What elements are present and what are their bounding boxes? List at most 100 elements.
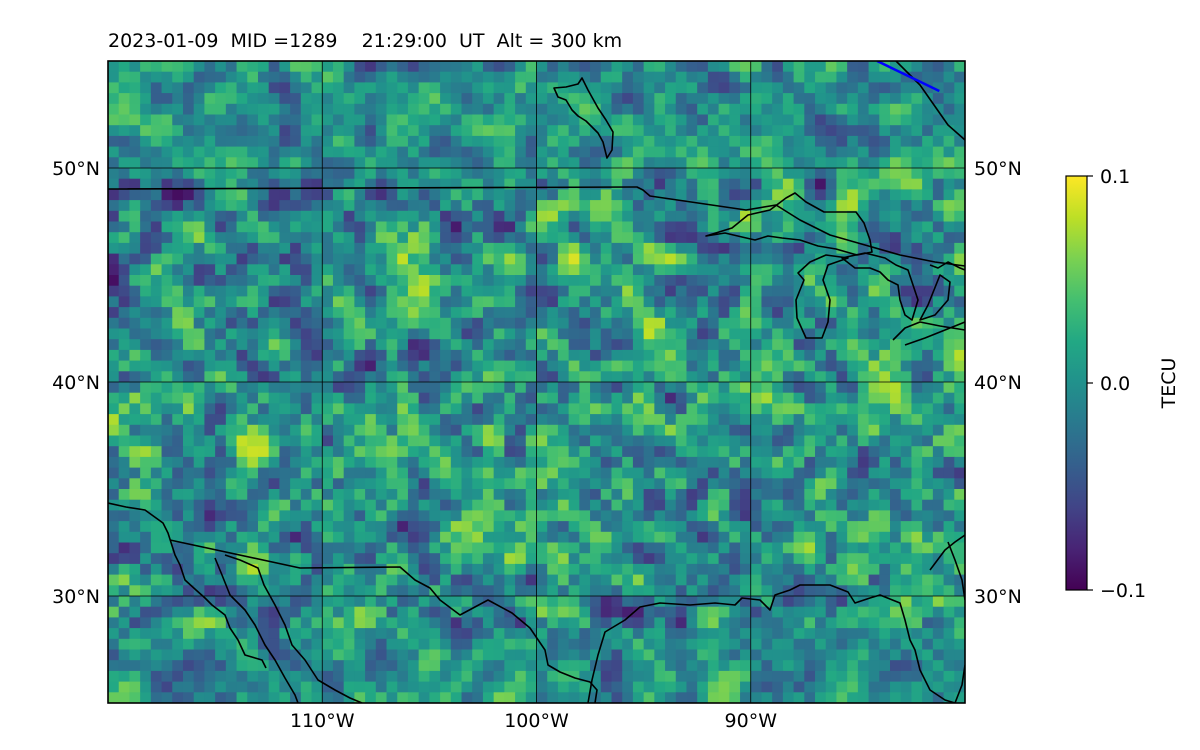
heatmap-cell	[954, 339, 965, 351]
heatmap-cell	[407, 135, 420, 148]
heatmap-cell	[654, 424, 666, 437]
heatmap-cell	[697, 307, 709, 319]
heatmap-cell	[268, 670, 280, 683]
heatmap-cell	[482, 414, 495, 426]
heatmap-cell	[815, 467, 827, 479]
heatmap-cell	[804, 242, 816, 255]
heatmap-cell	[590, 638, 602, 651]
heatmap-cell	[515, 275, 527, 287]
heatmap-cell	[879, 574, 891, 586]
heatmap-cell	[718, 360, 730, 372]
heatmap-cell	[407, 649, 420, 661]
heatmap-cell	[204, 617, 216, 629]
heatmap-cell	[729, 596, 741, 608]
heatmap-cell	[622, 146, 634, 158]
heatmap-cell	[825, 328, 838, 340]
heatmap-cell	[450, 328, 463, 340]
heatmap-cell	[397, 542, 409, 554]
heatmap-cell	[450, 574, 463, 586]
heatmap-cell	[847, 189, 859, 201]
heatmap-cell	[750, 232, 763, 244]
heatmap-cell	[108, 103, 120, 116]
heatmap-cell	[515, 499, 527, 511]
heatmap-cell	[461, 253, 473, 265]
heatmap-cell	[418, 692, 430, 703]
heatmap-cell	[322, 596, 334, 608]
heatmap-cell	[172, 531, 184, 544]
heatmap-cell	[172, 660, 184, 672]
heatmap-cell	[772, 339, 784, 351]
heatmap-cell	[557, 456, 570, 469]
heatmap-cell	[900, 456, 913, 469]
heatmap-cell	[140, 285, 152, 297]
heatmap-cell	[129, 692, 141, 703]
heatmap-cell	[922, 71, 934, 83]
heatmap-cell	[536, 339, 548, 351]
heatmap-cell	[632, 146, 645, 158]
heatmap-cell	[397, 328, 409, 340]
heatmap-cell	[332, 681, 345, 693]
heatmap-cell	[632, 168, 645, 180]
heatmap-cell	[954, 510, 965, 522]
heatmap-cell	[332, 692, 345, 703]
heatmap-cell	[900, 510, 913, 522]
heatmap-cell	[954, 71, 965, 83]
heatmap-cell	[279, 221, 291, 233]
heatmap-cell	[750, 585, 763, 597]
heatmap-cell	[579, 328, 591, 340]
heatmap-cell	[804, 403, 816, 415]
heatmap-cell	[632, 521, 645, 533]
heatmap-cell	[600, 563, 613, 576]
heatmap-cell	[879, 189, 891, 201]
heatmap-cell	[161, 542, 173, 554]
heatmap-cell	[825, 499, 838, 511]
heatmap-cell	[954, 521, 965, 533]
heatmap-cell	[707, 446, 720, 458]
heatmap-cell	[718, 606, 730, 618]
heatmap-cell	[354, 638, 366, 651]
heatmap-cell	[879, 125, 891, 137]
heatmap-cell	[407, 82, 420, 94]
heatmap-cell	[247, 414, 259, 426]
heatmap-cell	[911, 168, 923, 180]
heatmap-cell	[504, 392, 516, 404]
heatmap-cell	[440, 649, 452, 661]
heatmap-cell	[397, 456, 409, 469]
heatmap-cell	[343, 82, 355, 94]
heatmap-cell	[215, 189, 227, 201]
heatmap-cell	[365, 275, 377, 287]
heatmap-cell	[215, 649, 227, 661]
heatmap-cell	[375, 200, 388, 212]
heatmap-cell	[290, 232, 302, 244]
heatmap-cell	[150, 264, 163, 276]
heatmap-cell	[493, 414, 505, 426]
heatmap-cell	[108, 446, 120, 458]
heatmap-cell	[493, 71, 505, 83]
heatmap-cell	[140, 157, 152, 169]
heatmap-cell	[654, 660, 666, 672]
heatmap-cell	[386, 264, 398, 276]
heatmap-cell	[108, 61, 120, 73]
heatmap-cell	[847, 307, 859, 319]
heatmap-cell	[472, 349, 484, 362]
heatmap-cell	[665, 200, 677, 212]
heatmap-cell	[161, 563, 173, 576]
heatmap-cell	[193, 585, 206, 597]
heatmap-cell	[536, 424, 548, 437]
heatmap-cell	[343, 414, 355, 426]
heatmap-cell	[236, 489, 248, 501]
heatmap-cell	[504, 435, 516, 447]
heatmap-cell	[600, 296, 613, 308]
heatmap-cell	[643, 660, 655, 672]
heatmap-cell	[697, 617, 709, 629]
heatmap-cell	[482, 382, 495, 394]
heatmap-cell	[525, 596, 538, 608]
heatmap-cell	[740, 61, 752, 73]
heatmap-cell	[268, 242, 280, 255]
heatmap-cell	[247, 489, 259, 501]
heatmap-cell	[225, 349, 238, 362]
heatmap-cell	[590, 414, 602, 426]
heatmap-cell	[804, 93, 816, 105]
heatmap-cell	[418, 585, 430, 597]
heatmap-cell	[172, 189, 184, 201]
